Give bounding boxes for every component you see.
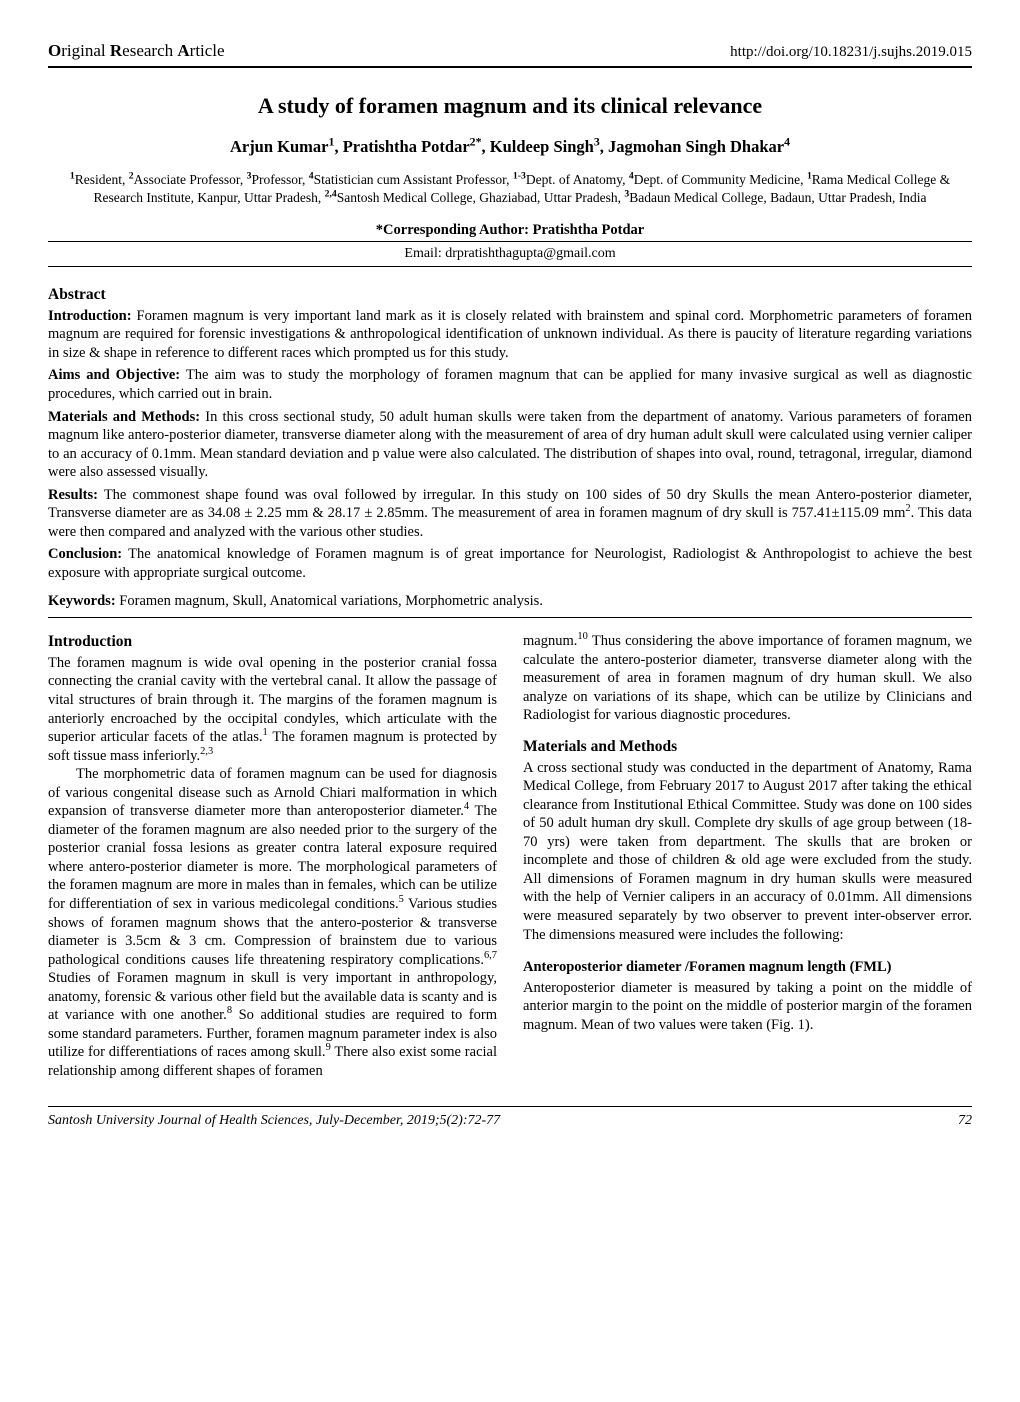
abstract-body: Introduction: Foramen magnum is very imp…: [48, 307, 972, 583]
left-column: Introduction The foramen magnum is wide …: [48, 632, 497, 1080]
abstract-aims-text: The aim was to study the morphology of f…: [48, 367, 972, 402]
abstract-methods-label: Materials and Methods:: [48, 409, 200, 425]
ap-diameter-heading: Anteroposterior diameter /Foramen magnum…: [523, 958, 972, 977]
abstract-results-label: Results:: [48, 487, 98, 503]
abstract-conclusion-text: The anatomical knowledge of Foramen magn…: [48, 546, 972, 581]
abstract-conclusion-label: Conclusion:: [48, 546, 122, 562]
email-value: drpratishthagupta@gmail.com: [445, 246, 615, 261]
footer-page-number: 72: [958, 1112, 972, 1130]
corresponding-email-row: Email: drpratishthagupta@gmail.com: [48, 241, 972, 267]
page-header: Original Research Article http://doi.org…: [48, 40, 972, 68]
materials-heading: Materials and Methods: [523, 737, 972, 757]
body-columns: Introduction The foramen magnum is wide …: [48, 632, 972, 1080]
intro-paragraph-3: magnum.10 Thus considering the above imp…: [523, 632, 972, 725]
intro-paragraph-2: The morphometric data of foramen magnum …: [48, 765, 497, 1080]
abstract-results-text: The commonest shape found was oval follo…: [48, 487, 972, 540]
keywords-label: Keywords:: [48, 593, 116, 609]
corresponding-name: Pratishtha Potdar: [533, 222, 645, 238]
abstract-intro-text: Foramen magnum is very important land ma…: [48, 308, 972, 361]
abstract-heading: Abstract: [48, 285, 972, 305]
corresponding-label: *Corresponding Author: [376, 222, 524, 238]
materials-body: A cross sectional study was conducted in…: [523, 759, 972, 944]
page-footer: Santosh University Journal of Health Sci…: [48, 1106, 972, 1130]
intro-paragraph-1: The foramen magnum is wide oval opening …: [48, 654, 497, 765]
footer-journal-info: Santosh University Journal of Health Sci…: [48, 1112, 500, 1130]
ap-diameter-body: Anteroposterior diameter is measured by …: [523, 979, 972, 1035]
affiliations: 1Resident, 2Associate Professor, 3Profes…: [48, 171, 972, 206]
authors-line: Arjun Kumar1, Pratishtha Potdar2*, Kulde…: [48, 136, 972, 157]
right-column: magnum.10 Thus considering the above imp…: [523, 632, 972, 1080]
abstract-intro-label: Introduction:: [48, 308, 132, 324]
introduction-heading: Introduction: [48, 632, 497, 652]
keywords-row: Keywords: Foramen magnum, Skull, Anatomi…: [48, 592, 972, 618]
header-doi: http://doi.org/10.18231/j.sujhs.2019.015: [730, 43, 972, 62]
abstract-aims-label: Aims and Objective:: [48, 367, 180, 383]
article-title: A study of foramen magnum and its clinic…: [48, 92, 972, 120]
keywords-text: Foramen magnum, Skull, Anatomical variat…: [116, 593, 543, 609]
corresponding-author-label: *Corresponding Author: Pratishtha Potdar: [48, 221, 972, 240]
header-category: Original Research Article: [48, 40, 225, 62]
email-label: Email:: [404, 246, 441, 261]
